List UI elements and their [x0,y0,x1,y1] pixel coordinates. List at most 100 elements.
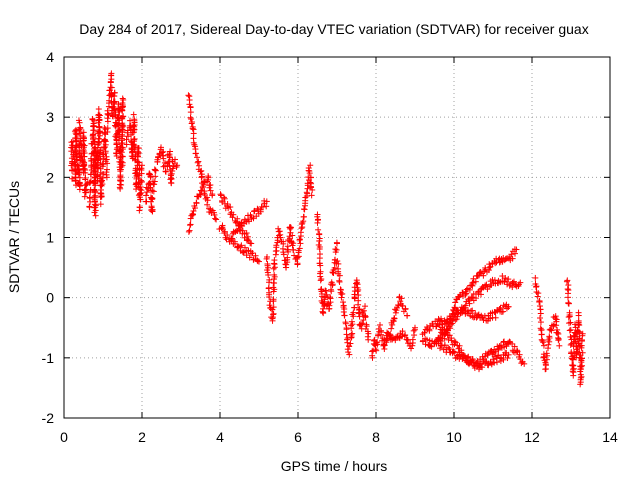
data-point [117,173,124,180]
data-point [92,202,99,209]
data-point [472,278,479,285]
data-point [97,201,104,208]
data-point [194,159,201,166]
data-point [86,204,93,211]
data-point [492,260,499,267]
data-point [518,360,525,367]
data-point [408,345,415,352]
data-point [284,243,291,250]
data-point [185,92,192,99]
data-point [505,351,512,358]
data-point [166,153,173,160]
data-point [159,152,166,159]
data-point [111,93,118,100]
data-point [553,316,560,323]
data-point [103,153,110,160]
data-point [152,167,159,174]
data-point [552,313,559,320]
data-point [504,281,511,288]
data-point [307,179,314,186]
data-point [570,365,577,372]
data-point [479,364,486,371]
data-point [204,197,211,204]
data-point [339,290,346,297]
data-point [509,340,516,347]
data-point [428,343,435,350]
data-point [456,342,463,349]
data-point [505,276,512,283]
data-point [298,221,305,228]
data-point [221,228,228,235]
data-point [256,258,262,265]
data-point [263,198,270,205]
data-point [323,287,330,294]
data-point [238,242,245,249]
data-point [347,340,354,347]
data-point [402,332,409,339]
data-point [469,307,476,314]
y-tick-label: -2 [42,410,55,426]
data-point [502,275,509,282]
data-point [270,311,277,318]
data-points [68,70,586,388]
data-point [69,175,76,182]
data-point [103,166,110,173]
data-point [99,151,106,158]
data-point [306,170,313,177]
data-point [71,146,78,153]
data-point [273,242,280,249]
data-point [96,153,103,160]
data-point [248,250,255,257]
data-point [290,247,297,254]
data-point [166,162,173,169]
data-point [218,225,225,232]
data-point [118,114,125,121]
data-point [115,101,122,108]
data-point [459,309,466,316]
data-point [277,234,284,241]
data-point [294,254,301,261]
data-point [185,228,192,235]
data-point [542,361,549,368]
data-point [392,337,399,344]
data-point [104,160,111,167]
data-point [305,165,312,172]
data-point [167,148,174,155]
data-point [108,76,115,83]
data-point [331,264,338,271]
data-point [317,277,324,284]
data-point [449,320,456,327]
data-point [450,348,457,355]
data-point [92,168,99,175]
x-tick-label: 12 [524,429,540,445]
y-tick-label: 0 [46,290,54,306]
data-point [481,268,488,275]
data-point [486,264,493,271]
data-point [119,153,126,160]
data-point [286,233,293,240]
data-point [156,150,163,157]
data-point [514,348,521,355]
data-point [343,331,350,338]
y-axis-label: SDTVAR / TECUs [6,181,22,293]
data-point [160,155,167,162]
data-point [577,371,584,378]
data-point [465,353,472,360]
y-tick-label: 2 [46,169,54,185]
x-tick-label: 4 [216,429,224,445]
data-point [566,327,573,334]
data-point [105,112,112,119]
data-point [296,245,303,252]
data-point [477,268,484,275]
data-point [149,195,156,202]
data-point [211,211,218,218]
data-point [296,236,303,243]
data-point [149,187,156,194]
data-point [239,227,246,234]
x-tick-label: 0 [60,429,68,445]
data-point [355,292,362,299]
data-point [118,158,125,165]
data-point [270,265,277,272]
data-point [327,299,334,306]
data-point [566,320,573,327]
